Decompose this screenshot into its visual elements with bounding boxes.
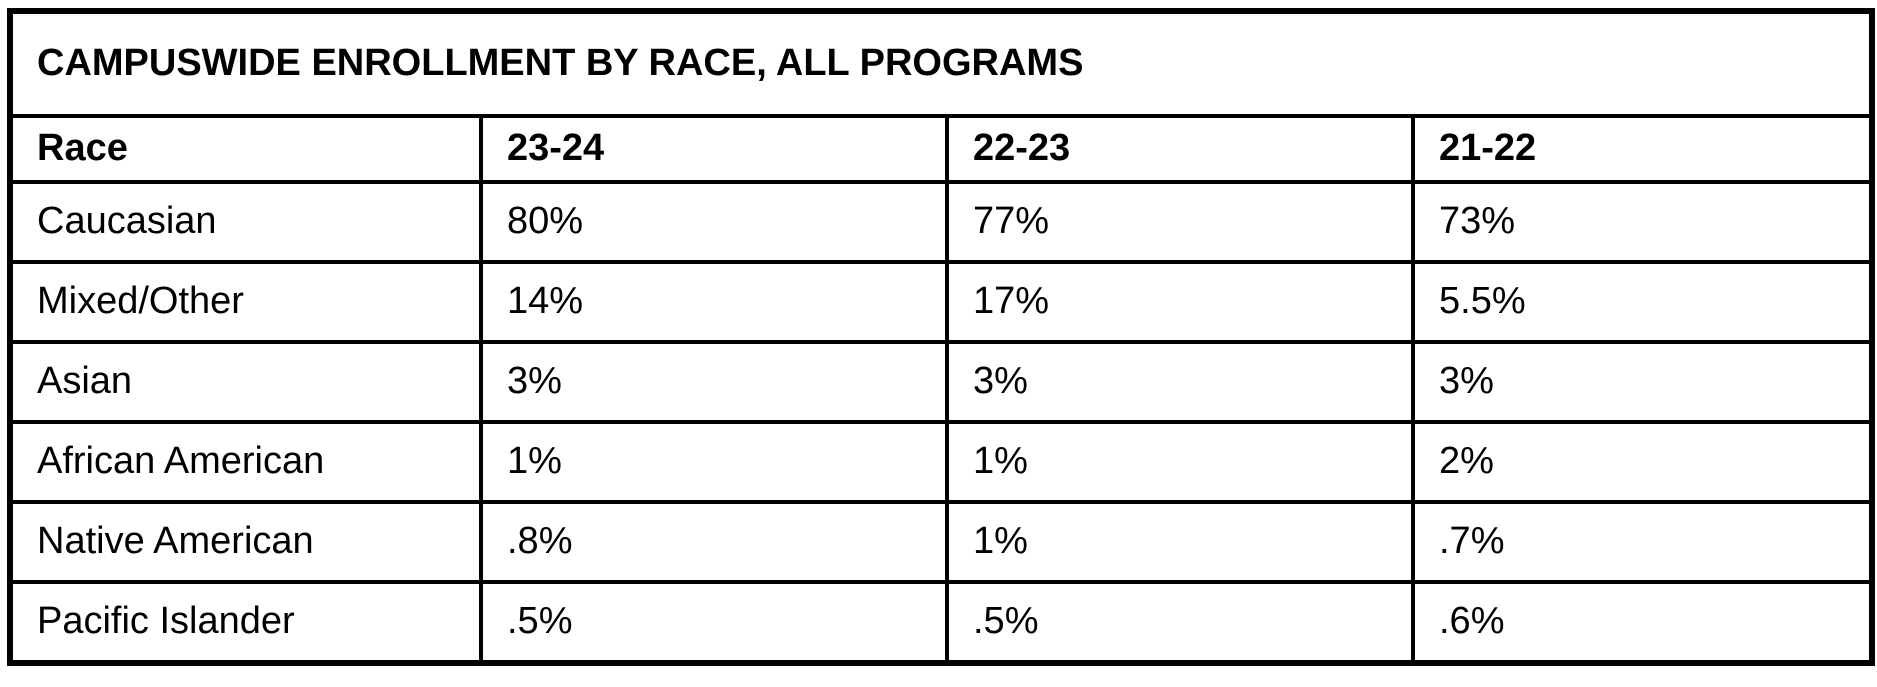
value-21-22: .6% bbox=[1411, 580, 1874, 665]
race-label: Pacific Islander bbox=[8, 580, 483, 665]
value-22-23: 3% bbox=[945, 340, 1415, 424]
value-23-24: 80% bbox=[479, 180, 949, 264]
table-row-asian: Asian 3% 3% 3% bbox=[8, 340, 1874, 424]
enrollment-table: CAMPUSWIDE ENROLLMENT BY RACE, ALL PROGR… bbox=[7, 8, 1875, 666]
column-header-23-24: 23-24 bbox=[479, 114, 949, 184]
race-label: Native American bbox=[8, 500, 483, 584]
table-title: CAMPUSWIDE ENROLLMENT BY RACE, ALL PROGR… bbox=[8, 9, 1874, 118]
value-22-23: 77% bbox=[945, 180, 1415, 264]
value-21-22: 3% bbox=[1411, 340, 1874, 424]
value-21-22: 5.5% bbox=[1411, 260, 1874, 344]
value-22-23: 1% bbox=[945, 500, 1415, 584]
table-row-african-american: African American 1% 1% 2% bbox=[8, 420, 1874, 504]
value-21-22: .7% bbox=[1411, 500, 1874, 584]
table-row-pacific-islander: Pacific Islander .5% .5% .6% bbox=[8, 580, 1874, 665]
race-label: Mixed/Other bbox=[8, 260, 483, 344]
value-22-23: 17% bbox=[945, 260, 1415, 344]
value-21-22: 73% bbox=[1411, 180, 1874, 264]
table-row-native-american: Native American .8% 1% .7% bbox=[8, 500, 1874, 584]
race-label: Caucasian bbox=[8, 180, 483, 264]
value-22-23: 1% bbox=[945, 420, 1415, 504]
column-header-22-23: 22-23 bbox=[945, 114, 1415, 184]
race-label: African American bbox=[8, 420, 483, 504]
value-23-24: .8% bbox=[479, 500, 949, 584]
table-row-mixed-other: Mixed/Other 14% 17% 5.5% bbox=[8, 260, 1874, 344]
enrollment-table-sheet: CAMPUSWIDE ENROLLMENT BY RACE, ALL PROGR… bbox=[7, 8, 1875, 666]
column-header-race: Race bbox=[8, 114, 483, 184]
race-label: Asian bbox=[8, 340, 483, 424]
value-23-24: 14% bbox=[479, 260, 949, 344]
value-23-24: .5% bbox=[479, 580, 949, 665]
table-row-caucasian: Caucasian 80% 77% 73% bbox=[8, 180, 1874, 264]
value-23-24: 3% bbox=[479, 340, 949, 424]
title-row: CAMPUSWIDE ENROLLMENT BY RACE, ALL PROGR… bbox=[8, 9, 1874, 118]
value-22-23: .5% bbox=[945, 580, 1415, 665]
header-row: Race 23-24 22-23 21-22 bbox=[8, 114, 1874, 184]
column-header-21-22: 21-22 bbox=[1411, 114, 1874, 184]
value-21-22: 2% bbox=[1411, 420, 1874, 504]
value-23-24: 1% bbox=[479, 420, 949, 504]
